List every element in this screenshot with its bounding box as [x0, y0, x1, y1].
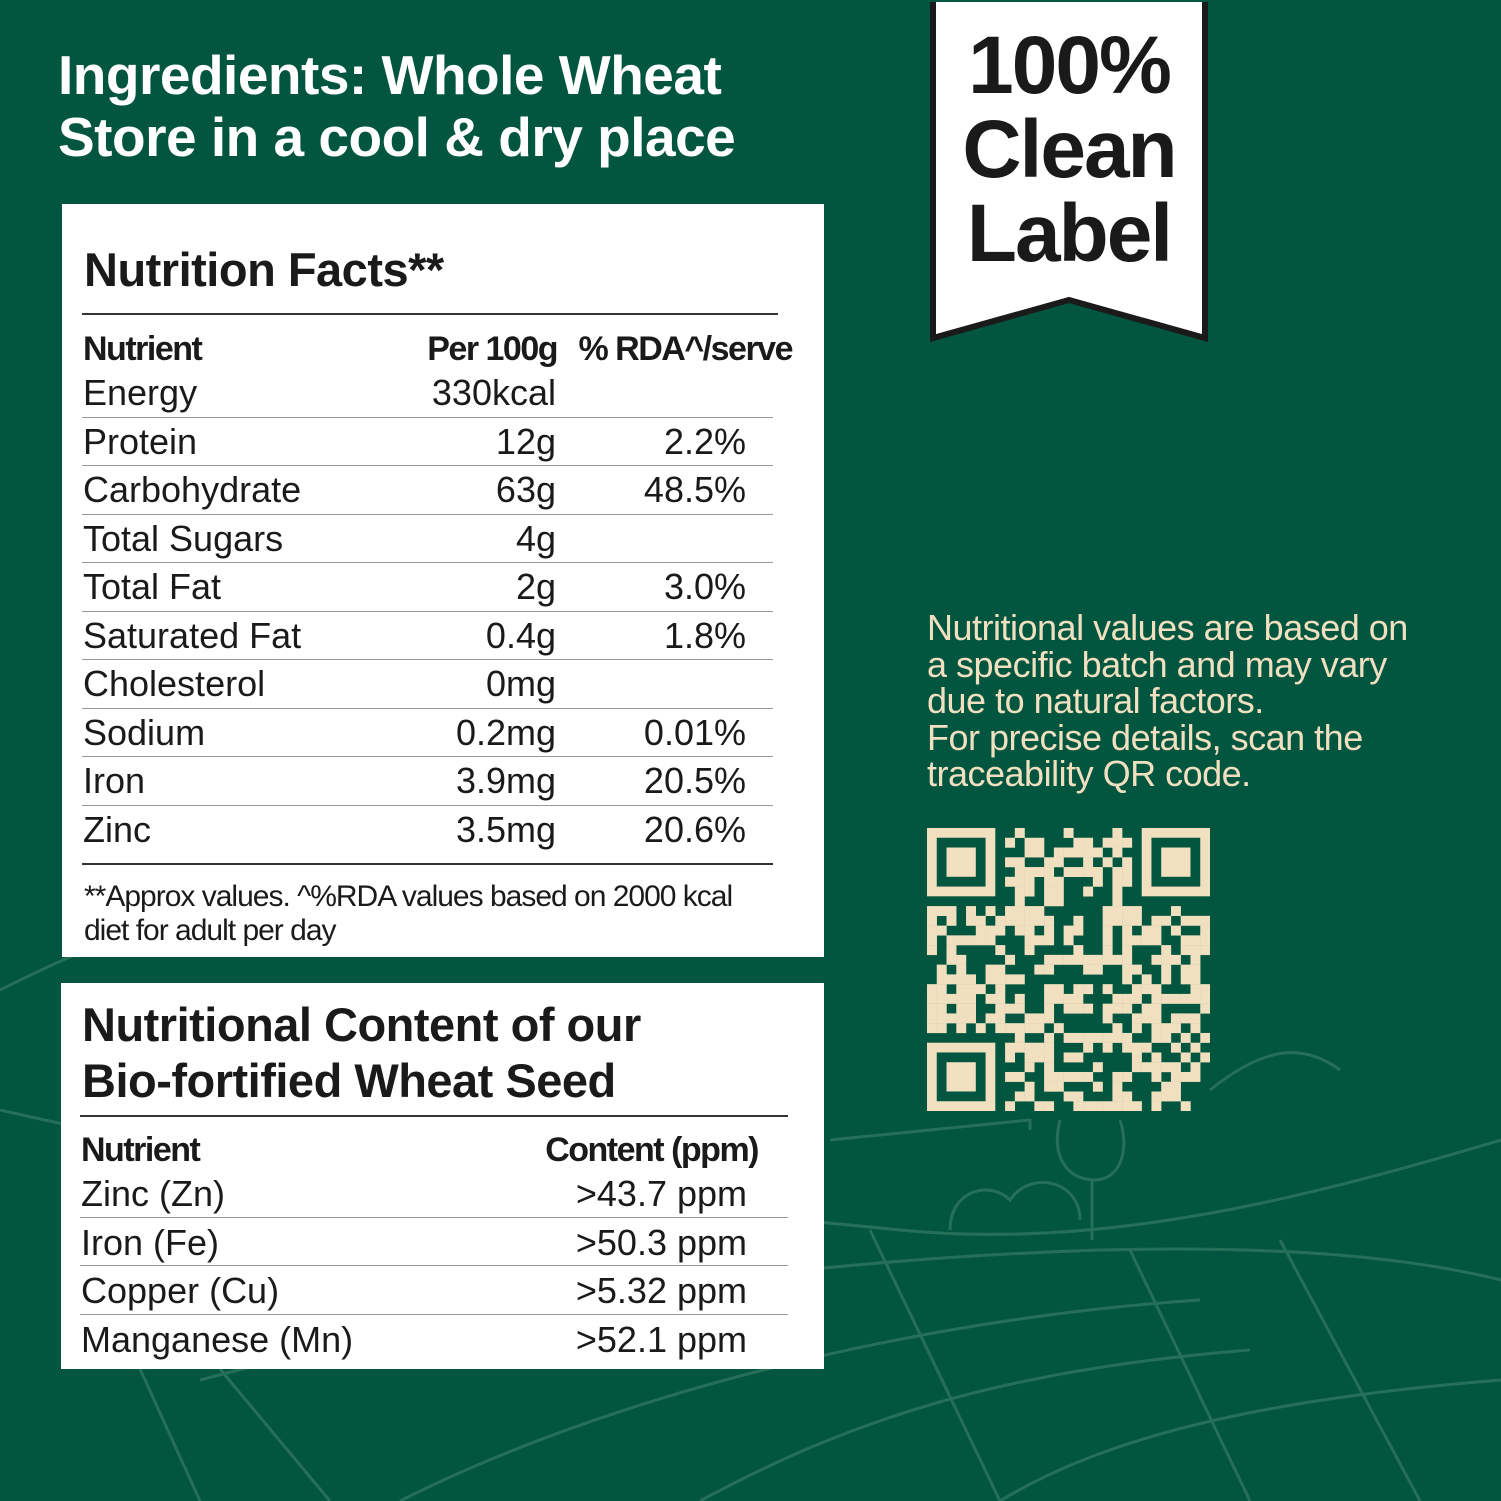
- content-value: >5.32 ppm: [575, 1270, 747, 1311]
- footnote-line: **Approx values. ^%RDA values based on 2…: [84, 880, 733, 913]
- row-divider: [82, 756, 773, 757]
- row-divider: [82, 610, 773, 612]
- footnote-line: diet for adult per day: [84, 914, 337, 947]
- per-100g-value: 330kcal: [431, 372, 556, 413]
- row-divider: [80, 1265, 788, 1266]
- title-line: Nutritional Content of our: [82, 998, 641, 1051]
- row-divider: [80, 1216, 788, 1218]
- rda-value: 0.01%: [643, 711, 746, 753]
- badge-line: Label: [966, 188, 1173, 279]
- ingredients-line: Ingredients: Whole Wheat: [58, 44, 722, 106]
- nutrient-name: Manganese (Mn): [81, 1318, 354, 1360]
- clean-label-badge: [930, 2, 1208, 342]
- rda-value: 48.5%: [643, 469, 746, 510]
- storage-line: Store in a cool & dry place: [58, 106, 736, 168]
- per-100g-value: 3.9mg: [455, 760, 556, 801]
- per-100g-value: 4g: [515, 517, 556, 559]
- content-value: >50.3 ppm: [575, 1221, 747, 1263]
- rda-value: 3.0%: [663, 566, 746, 607]
- rda-value: 20.5%: [643, 760, 746, 801]
- row-divider: [82, 562, 773, 563]
- note-line: Nutritional values are based on: [927, 607, 1408, 648]
- per-100g-value: 0.2mg: [455, 711, 556, 753]
- rda-value: 1.8%: [663, 614, 746, 656]
- biofortified-title: Nutritional Content of our Bio-fortified…: [82, 997, 641, 1109]
- per-100g-value: 0mg: [485, 663, 556, 704]
- row-divider: [82, 416, 773, 418]
- per-100g-value: 0.4g: [485, 614, 556, 656]
- nutrition-facts-title: Nutrition Facts**: [84, 243, 444, 296]
- clean-label-text: 100% Clean Label: [930, 24, 1208, 276]
- column-header-nutrient: Nutrient: [83, 330, 203, 368]
- nutrient-name: Total Sugars: [83, 517, 284, 559]
- note-line: For precise details, scan the: [927, 716, 1363, 758]
- per-100g-value: 2g: [515, 566, 556, 607]
- rda-value: 20.6%: [643, 808, 746, 850]
- row-divider: [82, 465, 773, 466]
- content-value: >43.7 ppm: [575, 1173, 747, 1214]
- nutrient-name: Saturated Fat: [83, 614, 302, 656]
- content-value: >52.1 ppm: [575, 1318, 747, 1360]
- title-line: Bio-fortified Wheat Seed: [82, 1054, 616, 1107]
- rda-value: 2.2%: [663, 420, 746, 462]
- nutrient-name: Iron (Fe): [81, 1221, 220, 1263]
- nutrient-name: Total Fat: [83, 566, 222, 607]
- row-divider: [82, 513, 773, 515]
- ingredients-heading: Ingredients: Whole Wheat Store in a cool…: [58, 44, 736, 168]
- nutrient-name: Energy: [83, 372, 198, 413]
- badge-line: 100%: [968, 20, 1172, 111]
- row-divider: [82, 804, 773, 806]
- nutrition-facts-panel: Nutrition Facts** Nutrient Per 100g % RD…: [62, 204, 824, 957]
- divider: [82, 313, 778, 315]
- footnote: **Approx values. ^%RDA values based on 2…: [84, 880, 733, 948]
- traceability-note: Nutritional values are based on a specif…: [927, 607, 1467, 794]
- divider: [80, 1115, 788, 1117]
- nutrient-name: Protein: [83, 420, 198, 462]
- badge-line: Clean: [962, 104, 1177, 195]
- note-line: due to natural factors.: [927, 680, 1264, 721]
- row-divider: [82, 707, 773, 709]
- nutrient-name: Carbohydrate: [83, 469, 302, 510]
- nutrient-name: Zinc (Zn): [81, 1173, 225, 1214]
- per-100g-value: 63g: [495, 469, 556, 510]
- biofortified-panel: Nutritional Content of our Bio-fortified…: [61, 983, 824, 1369]
- nutrient-name: Iron: [83, 760, 146, 801]
- nutrient-name: Sodium: [83, 711, 206, 753]
- per-100g-value: 12g: [495, 420, 556, 462]
- column-header-rda: % RDA^/serve: [578, 330, 793, 368]
- row-divider: [80, 1313, 788, 1315]
- note-line: a specific batch and may vary: [927, 643, 1387, 685]
- note-line: traceability QR code.: [927, 753, 1251, 794]
- divider: [82, 863, 773, 865]
- column-header-content: Content (ppm): [545, 1131, 759, 1169]
- column-header-per-100g: Per 100g: [427, 330, 558, 368]
- nutrient-name: Copper (Cu): [81, 1270, 280, 1311]
- per-100g-value: 3.5mg: [455, 808, 556, 850]
- column-header-nutrient: Nutrient: [81, 1131, 201, 1169]
- qr-code-icon[interactable]: [927, 828, 1210, 1111]
- nutrient-name: Zinc: [83, 808, 152, 850]
- nutrient-name: Cholesterol: [83, 663, 266, 704]
- row-divider: [82, 659, 773, 660]
